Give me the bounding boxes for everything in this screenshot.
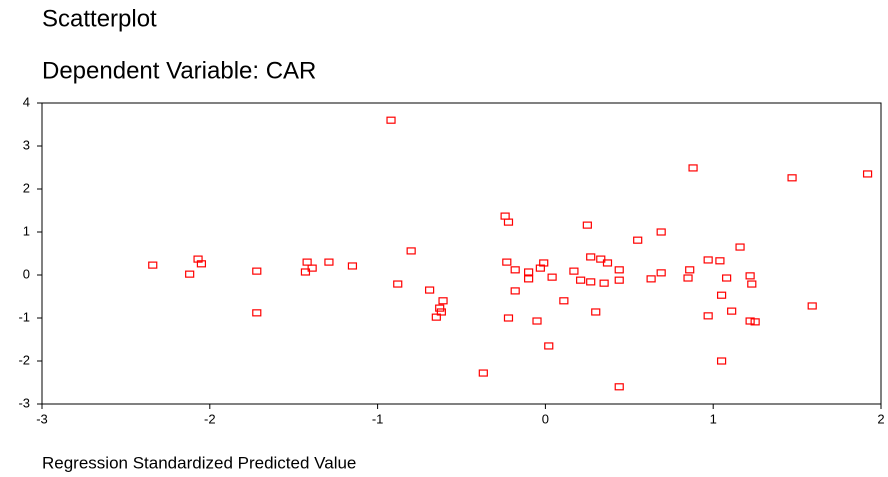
x-tick-label: 0: [542, 411, 549, 426]
y-tick-label: 4: [23, 94, 30, 109]
point: [547, 273, 557, 281]
point: [569, 267, 579, 275]
point: [656, 228, 666, 236]
point: [716, 291, 727, 299]
point: [148, 261, 158, 269]
y-tick-label: 2: [23, 180, 30, 195]
point: [406, 247, 416, 255]
point: [745, 272, 755, 280]
point: [302, 258, 312, 266]
point: [535, 264, 545, 272]
point: [435, 304, 445, 312]
y-tick-label: -1: [18, 309, 30, 324]
point: [539, 259, 549, 267]
point: [750, 318, 760, 326]
y-tick-label: -3: [18, 395, 30, 410]
point: [500, 212, 510, 220]
point: [591, 308, 601, 316]
chart-subtitle: Dependent Variable: CAR: [42, 57, 316, 84]
point: [688, 164, 698, 172]
point: [196, 260, 207, 268]
chart-title: Scatterplot: [42, 5, 157, 32]
point: [532, 317, 542, 325]
point: [646, 275, 656, 283]
point: [347, 262, 358, 270]
y-tick-label: -2: [18, 352, 30, 367]
point: [614, 266, 624, 274]
point: [324, 258, 334, 266]
point: [510, 266, 520, 274]
point: [386, 116, 396, 124]
point: [685, 266, 695, 274]
point: [787, 174, 797, 182]
x-tick-label: -1: [372, 411, 384, 426]
point: [431, 313, 441, 321]
point: [524, 268, 534, 276]
point: [716, 357, 727, 365]
point: [715, 257, 725, 265]
point: [735, 243, 745, 251]
y-tick-label: 1: [23, 223, 30, 238]
point: [576, 276, 586, 284]
point: [252, 309, 262, 317]
point: [599, 279, 609, 287]
point: [722, 274, 732, 282]
point: [862, 170, 873, 178]
point: [656, 269, 666, 277]
point: [633, 236, 643, 244]
y-tick-label: 0: [23, 266, 30, 281]
point: [727, 307, 737, 315]
plot-frame: [41, 102, 882, 405]
point: [586, 278, 596, 286]
point: [747, 280, 757, 288]
point: [478, 369, 488, 377]
x-axis-label: Regression Standardized Predicted Value: [42, 453, 356, 472]
x-tick-label: -3: [36, 411, 48, 426]
point: [393, 280, 403, 288]
point: [703, 256, 713, 264]
point: [252, 267, 262, 275]
point: [544, 342, 554, 350]
point: [436, 308, 446, 316]
point: [503, 314, 514, 322]
point: [614, 383, 624, 391]
y-tick-label: 3: [23, 137, 30, 152]
point: [438, 297, 448, 305]
point: [524, 275, 534, 283]
x-tick-label: 1: [710, 411, 717, 426]
point: [185, 270, 195, 278]
point: [503, 218, 514, 226]
point: [683, 274, 693, 282]
point: [425, 286, 435, 294]
point: [586, 253, 596, 261]
point: [703, 312, 713, 320]
x-tick-label: -2: [204, 411, 216, 426]
point: [602, 259, 613, 267]
point: [582, 221, 592, 229]
point: [193, 255, 203, 263]
point: [614, 276, 624, 284]
point: [300, 268, 311, 276]
point: [510, 287, 520, 295]
point: [745, 317, 755, 325]
point: [502, 258, 512, 266]
point: [807, 302, 817, 310]
x-tick-label: 2: [877, 411, 884, 426]
point: [307, 264, 317, 272]
point: [596, 255, 606, 263]
point: [559, 297, 569, 305]
